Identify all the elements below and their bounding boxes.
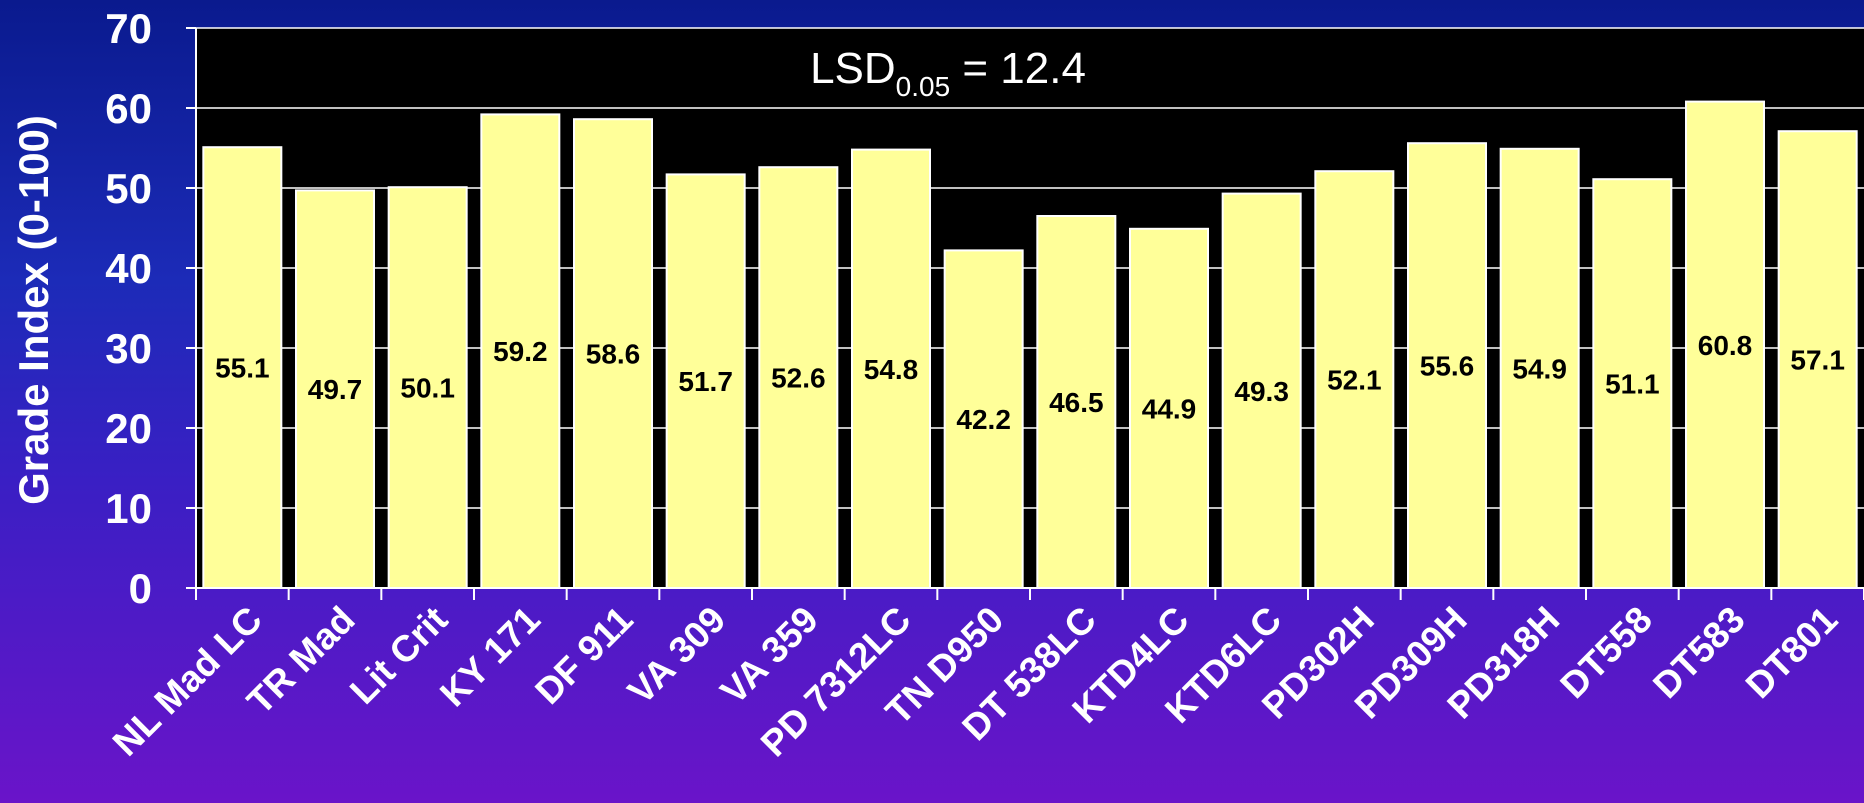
bar xyxy=(1499,147,1580,590)
bar-value-labels: 55.1 49.7 50.1 59.2 58.6 51.7 52.6 54.8 42.2 46.5… xyxy=(215,330,1845,435)
bar-value-label: 54.9 xyxy=(1512,353,1567,384)
bar-value-label: 60.8 xyxy=(1698,330,1753,361)
y-tick-label: 50 xyxy=(105,165,152,212)
x-tick-label: DF 911 xyxy=(527,599,640,712)
bar xyxy=(1129,227,1209,590)
bar-value-label: 52.6 xyxy=(771,363,826,394)
bar-value-label: 55.6 xyxy=(1420,351,1475,382)
y-tick-label: 30 xyxy=(105,325,152,372)
y-tick-label: 60 xyxy=(105,85,152,132)
y-tick-label: 70 xyxy=(105,5,152,52)
bar-value-label: 49.3 xyxy=(1234,376,1289,407)
bar-value-label: 57.1 xyxy=(1790,345,1845,376)
y-tick-label: 0 xyxy=(129,565,152,612)
y-axis-title: Grade Index (0-100) xyxy=(10,115,57,505)
bar-value-label: 51.7 xyxy=(678,366,733,397)
bar xyxy=(1777,130,1858,589)
bar xyxy=(851,148,931,589)
bar xyxy=(758,166,839,589)
bar-value-label: 42.2 xyxy=(956,404,1011,435)
lsd-annotation: LSD0.05 = 12.4 xyxy=(810,44,1086,102)
plot-area xyxy=(196,28,1864,588)
lsd-subscript: 0.05 xyxy=(896,71,951,102)
x-tick-label: KY 171 xyxy=(432,599,548,715)
bar xyxy=(1592,178,1673,589)
bar-value-label: 55.1 xyxy=(215,353,270,384)
bar xyxy=(480,113,561,590)
x-tick-label: DT583 xyxy=(1645,599,1753,707)
x-tick-label: DT558 xyxy=(1552,599,1660,707)
bar-value-label: 59.2 xyxy=(493,336,548,367)
y-tick-label: 10 xyxy=(105,485,152,532)
bar xyxy=(573,118,653,589)
bar-value-label: 51.1 xyxy=(1605,369,1660,400)
bar-value-label: 54.8 xyxy=(864,354,919,385)
bar-value-label: 52.1 xyxy=(1327,365,1382,396)
bar-value-label: 50.1 xyxy=(400,373,455,404)
bar xyxy=(295,189,375,589)
y-tick-label: 20 xyxy=(105,405,152,452)
lsd-value: = 12.4 xyxy=(950,44,1086,93)
x-tick-label: NL Mad LC xyxy=(105,599,270,764)
lsd-prefix: LSD xyxy=(810,44,896,93)
bar xyxy=(665,173,746,589)
y-axis-ticks: 0 10 20 30 40 50 60 70 xyxy=(105,5,196,612)
bar-value-label: 58.6 xyxy=(586,339,641,370)
gridlines xyxy=(196,27,1864,509)
x-tick-label: VA 309 xyxy=(620,599,733,712)
bar xyxy=(1407,142,1487,589)
bar-value-label: 44.9 xyxy=(1142,393,1197,424)
bar xyxy=(1036,215,1117,589)
bar xyxy=(943,249,1024,589)
bar xyxy=(1314,170,1395,589)
y-tick-label: 40 xyxy=(105,245,152,292)
bar xyxy=(1221,192,1302,589)
bar-value-label: 49.7 xyxy=(308,374,363,405)
x-tick-label: DT801 xyxy=(1738,599,1846,707)
bar-value-label: 46.5 xyxy=(1049,387,1104,418)
bar xyxy=(202,146,283,589)
x-tick-label: Lit Crit xyxy=(342,599,455,712)
